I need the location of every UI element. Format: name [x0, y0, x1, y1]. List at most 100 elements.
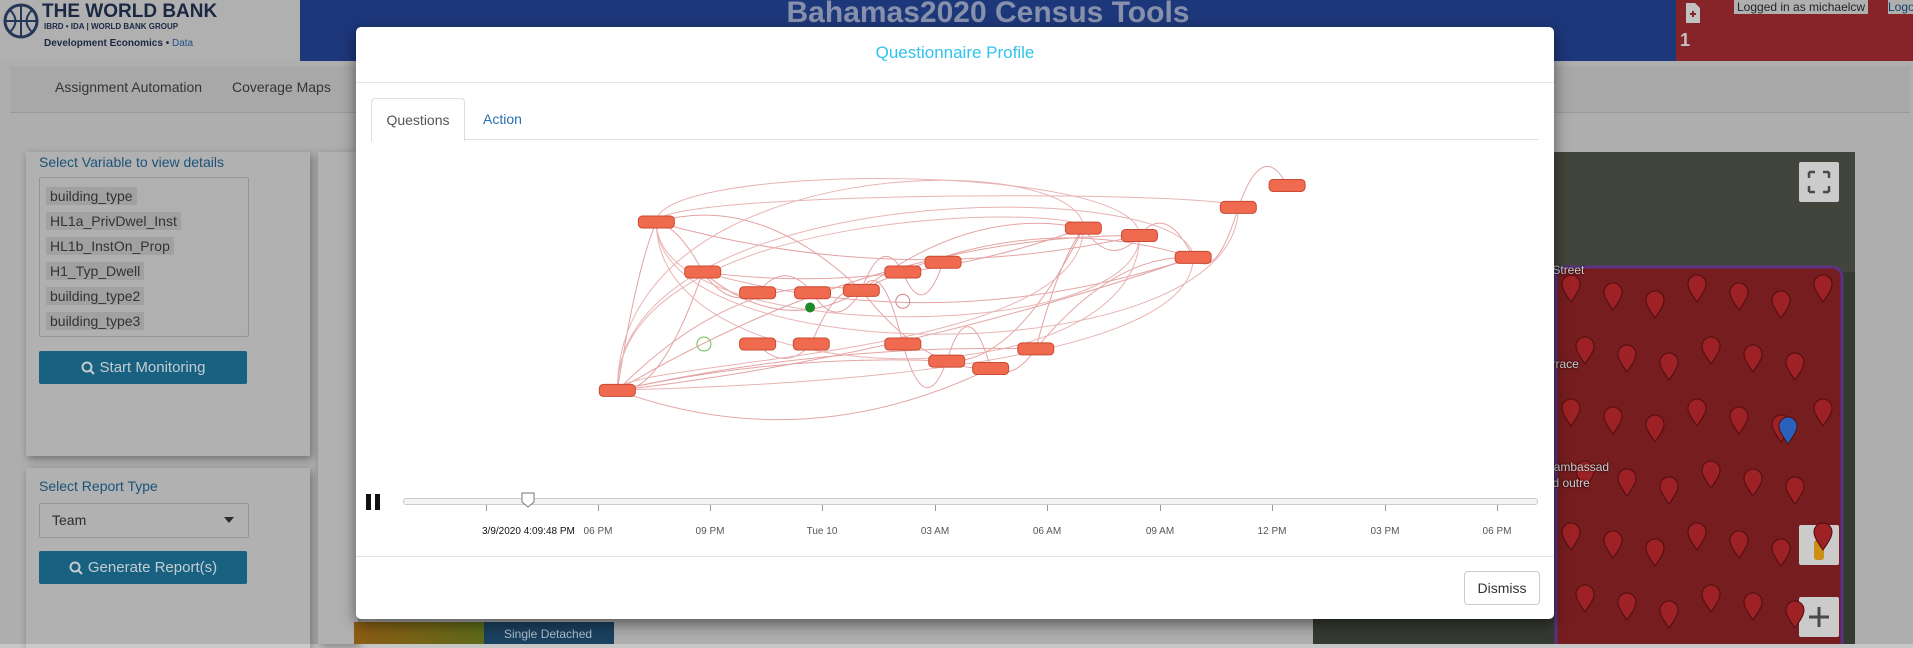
graph-node [884, 265, 922, 279]
tick-label: 09 PM [695, 526, 725, 537]
tick-mark [1272, 505, 1273, 511]
node-ring [895, 293, 911, 309]
graph-edge [946, 326, 992, 369]
map-pin [1645, 538, 1665, 567]
report-button-text: Generate Report(s) [87, 559, 218, 576]
question-graph [598, 166, 1306, 421]
variable-item[interactable]: building_type3 [46, 312, 145, 330]
report-button[interactable]: Generate Report(s) [39, 551, 247, 584]
tick-label: 06 PM [583, 526, 613, 537]
map-pin [1771, 538, 1791, 567]
graph-edge [1237, 166, 1288, 208]
report-select[interactable]: Team [39, 503, 249, 538]
graph-edge [655, 222, 1140, 318]
map-pin [1813, 522, 1833, 551]
map-pin [1701, 460, 1721, 489]
map-pin [1575, 336, 1595, 365]
modal: Questionnaire Profile Questions Action 0… [356, 27, 1554, 619]
graph-edge [616, 228, 1084, 391]
pause-button[interactable] [366, 494, 380, 510]
variable-card: Select Variable to view details building… [26, 152, 310, 456]
timeline-current: 3/9/2020 4:09:48 PM [482, 526, 575, 537]
divider [356, 556, 1554, 557]
tick-label: 09 AM [1145, 526, 1175, 537]
map-pin [1743, 468, 1763, 497]
variable-row: HL1a_PrivDwel_Inst [46, 209, 181, 234]
variable-row: H1_Typ_Dwell [46, 259, 181, 284]
map-pin [1729, 282, 1749, 311]
map-pin [1645, 290, 1665, 319]
graph-node [739, 286, 777, 300]
graph-edge [617, 234, 1140, 391]
graph-node [1268, 178, 1306, 192]
file-icon[interactable] [1684, 2, 1702, 24]
timeline-ticks: 06 PM 09 PM Tue 10 03 AM 06 AM 09 AM 12 PM 03 P… [356, 505, 1554, 545]
graph-edge [655, 195, 1239, 223]
variable-item[interactable]: HL1a_PrivDwel_Inst [46, 212, 181, 230]
tab[interactable]: Action [483, 111, 522, 127]
chart-label: Single Detached [504, 627, 593, 641]
graph-node [792, 337, 830, 351]
variable-row: HL1b_InstOn_Prop [46, 234, 181, 259]
graph-node [972, 361, 1010, 375]
unit-sub: Data [171, 38, 194, 49]
variable-item[interactable]: building_type2 [46, 287, 145, 305]
report-card: Select Report Type Team Generate Report(… [26, 468, 310, 648]
graph-edge [616, 216, 1084, 391]
graph-edge [616, 206, 1194, 391]
globe-icon [3, 3, 39, 39]
timeline-track [403, 498, 1538, 505]
tick-mark [1047, 505, 1048, 511]
graph-edge [616, 221, 657, 391]
map-pin [1701, 584, 1721, 613]
panel [318, 152, 358, 644]
notification-count: 1 [1680, 30, 1691, 50]
map-pin [1778, 416, 1798, 445]
tick-mark [710, 505, 711, 511]
map-pin [1813, 274, 1833, 303]
tab-text: Questions [386, 112, 450, 128]
tick-mark [486, 505, 487, 511]
graph-edge [1035, 256, 1194, 350]
end-node [696, 336, 712, 352]
user-bar: 1 Logged in as michaelcw Logout [1676, 0, 1913, 61]
variable-item[interactable]: building_type [46, 187, 137, 205]
variable-list: building_type HL1a_PrivDwel_Inst HL1b_Inst… [39, 177, 249, 337]
start-button[interactable]: Start Monitoring [39, 351, 247, 384]
graph-node [924, 255, 962, 269]
unit-name: Development Economics • Data [44, 38, 193, 49]
variable-item[interactable]: HL1b_InstOn_Prop [46, 237, 174, 255]
tick-mark [935, 505, 936, 511]
tick-mark [1160, 505, 1161, 511]
map-pin [1659, 600, 1679, 629]
graph-node [842, 283, 880, 297]
nav-item[interactable]: Assignment Automation [55, 79, 203, 95]
tab-active[interactable]: Questions [371, 98, 465, 142]
map-pin [1785, 476, 1805, 505]
graph-node [598, 383, 636, 397]
map-pin [1617, 468, 1637, 497]
org-name: THE WORLD BANK [42, 1, 218, 22]
map-pin [1645, 414, 1665, 443]
graph-edge [617, 271, 704, 392]
tick-label: 06 PM [1482, 526, 1512, 537]
variable-item[interactable]: H1_Typ_Dwell [46, 262, 145, 280]
tick-label: 03 PM [1370, 526, 1400, 537]
report-label: Select Report Type [39, 478, 158, 494]
dismiss-button[interactable]: Dismiss [1464, 571, 1540, 605]
graph-edge [861, 237, 1194, 291]
tick-label: 03 AM [920, 526, 950, 537]
map-pin [1743, 344, 1763, 373]
graph-edge [655, 222, 1140, 360]
map-pin [1603, 406, 1623, 435]
map-pin [1687, 398, 1707, 427]
tick-mark [1385, 505, 1386, 511]
search-icon [81, 361, 95, 375]
timeline-handle[interactable] [521, 492, 535, 508]
graph-edge [617, 367, 991, 421]
nav-item[interactable]: Coverage Maps [232, 79, 331, 95]
map-pin [1659, 352, 1679, 381]
graph-node [739, 337, 777, 351]
logout-link[interactable]: Logout [1888, 0, 1913, 14]
graph-node [1064, 221, 1102, 235]
